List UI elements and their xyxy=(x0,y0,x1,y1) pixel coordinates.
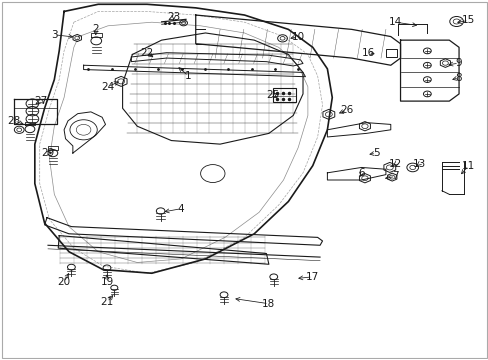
Text: 24: 24 xyxy=(101,82,114,92)
Text: 4: 4 xyxy=(178,204,184,214)
Text: 7: 7 xyxy=(391,171,398,181)
Text: 9: 9 xyxy=(455,58,462,68)
Text: 11: 11 xyxy=(461,161,474,171)
Text: 15: 15 xyxy=(461,15,474,26)
Text: 2: 2 xyxy=(92,24,99,35)
Text: 16: 16 xyxy=(361,48,374,58)
Text: 19: 19 xyxy=(100,277,113,287)
Text: 28: 28 xyxy=(8,116,21,126)
Text: 22: 22 xyxy=(140,48,153,58)
Text: 23: 23 xyxy=(167,12,180,22)
Text: 1: 1 xyxy=(185,71,191,81)
Text: 17: 17 xyxy=(305,272,319,282)
Text: 29: 29 xyxy=(41,148,54,158)
Text: 10: 10 xyxy=(291,32,304,41)
Text: 12: 12 xyxy=(388,159,402,169)
Text: 20: 20 xyxy=(58,277,70,287)
Text: 25: 25 xyxy=(265,90,279,100)
Text: 6: 6 xyxy=(358,168,364,178)
Text: 3: 3 xyxy=(51,30,58,40)
Text: 5: 5 xyxy=(372,148,379,158)
Text: 26: 26 xyxy=(340,105,353,115)
Text: 21: 21 xyxy=(100,297,113,307)
Text: 18: 18 xyxy=(262,299,275,309)
Text: 27: 27 xyxy=(34,96,47,106)
Text: 14: 14 xyxy=(388,17,402,27)
Text: 8: 8 xyxy=(455,73,462,83)
Text: 13: 13 xyxy=(411,159,425,169)
